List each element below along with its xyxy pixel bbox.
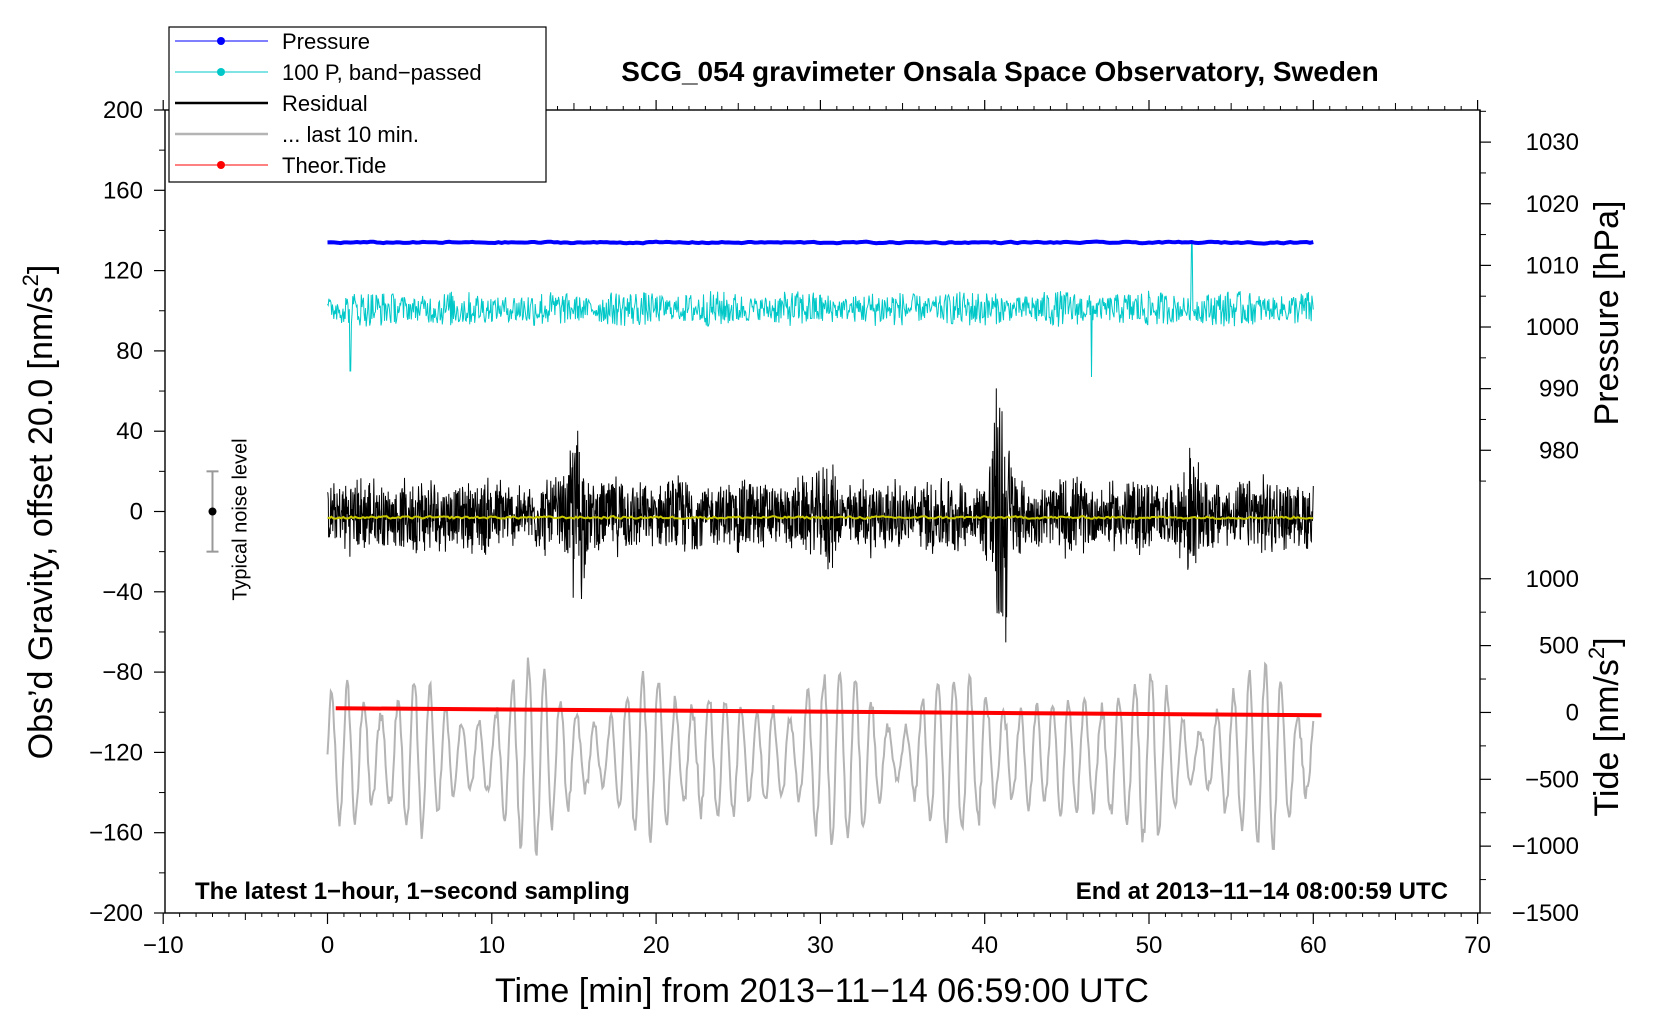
y-axis-label-left-main: Obs’d Gravity, offset 20.0 [nm/s [22,286,60,759]
x-tick-label: 50 [1136,932,1163,959]
noise-level-bar [206,470,219,553]
series-band-passed-line [327,242,1314,378]
y-tick-label: 160 [103,177,143,204]
noise-bar-dot [208,507,217,516]
pressure-tick-label: 1000 [1526,314,1579,341]
y-tick-label: 80 [116,338,143,365]
pressure-tick-label: 990 [1539,376,1579,403]
legend-label-0: Pressure [282,29,370,54]
y-axis-label-tide-sup: 2 [1584,647,1609,659]
pressure-axis-ticks: 1030 1020 1010 1000 990 980 [1479,110,1579,482]
legend: Pressure 100 P, band−passed Residual ... la… [168,26,547,183]
tide-tick-label: −1000 [1512,833,1579,860]
x-tick-label: 60 [1300,932,1327,959]
chart-title: SCG_054 gravimeter Onsala Space Observat… [621,56,1378,87]
y-tick-label: 0 [130,499,143,526]
legend-label-1: 100 P, band−passed [282,60,482,85]
x-axis-label: Time [min] from 2013−11−14 06:59:00 UTC [495,972,1149,1010]
y-axis-label-pressure: Pressure [hPa] [1588,201,1626,426]
pressure-tick-label: 980 [1539,437,1579,464]
legend-marker-1 [217,68,225,76]
series-last-10-min-line [326,657,1315,856]
legend-label-2: Residual [282,91,368,116]
tide-tick-label: 500 [1539,633,1579,660]
tide-tick-label: 1000 [1526,566,1579,593]
tide-tick-label: −500 [1525,766,1579,793]
y-axis-label-tide-main: Tide [nm/s [1588,659,1626,816]
legend-box [168,26,547,183]
tide-tick-label: 0 [1566,699,1579,726]
series-pressure-line [327,239,1314,246]
pressure-tick-label: 1020 [1526,191,1579,218]
x-tick-label: 0 [321,932,334,959]
legend-label-3: ... last 10 min. [282,122,419,147]
y-tick-label: 40 [116,418,143,445]
x-tick-label: 30 [807,932,834,959]
y-axis-label-tide: Tide [nm/s2] [1584,637,1626,816]
noise-level-label: Typical noise level [229,438,251,600]
y-axis-label-left: Obs’d Gravity, offset 20.0 [nm/s2] [18,265,60,760]
pressure-tick-label: 1030 [1526,129,1579,156]
pressure-tick-label: 1010 [1526,252,1579,279]
legend-marker-0 [217,37,225,45]
x-tick-label: −10 [143,932,184,959]
y-tick-label: 200 [103,97,143,124]
x-tick-label: 20 [643,932,670,959]
annotation-bottom-right: End at 2013−11−14 08:00:59 UTC [1076,878,1448,905]
y-tick-label: −120 [89,739,143,766]
y-tick-label: −40 [102,579,143,606]
annotation-bottom-left: The latest 1−hour, 1−second sampling [195,878,630,905]
y-axis-ticks: 200 160 120 80 40 0 −40 −80 −120 −160 −200 [89,97,165,927]
series-theor-tide-line [335,706,1322,718]
y-axis-label-left-sup: 2 [18,274,43,286]
series-layer [326,239,1322,856]
y-tick-label: −80 [102,659,143,686]
y-tick-label: −160 [89,820,143,847]
tide-tick-label: −1500 [1512,900,1579,927]
x-tick-label: 10 [478,932,505,959]
y-axis-label-left-tail: ] [22,265,60,274]
tide-axis-ticks: 1000 500 0 −500 −1000 −1500 [1480,566,1579,927]
series-residual-line [327,388,1314,643]
x-axis-ticks: −10 0 10 20 30 40 50 60 70 [143,100,1491,959]
series-residual-smoothed-line [327,515,1314,520]
legend-marker-4 [217,161,225,169]
legend-label-4: Theor.Tide [282,153,386,178]
x-tick-label: 70 [1464,932,1491,959]
y-tick-label: −200 [89,900,143,927]
y-tick-label: 120 [103,258,143,285]
y-axis-label-tide-tail: ] [1588,637,1626,646]
x-tick-label: 40 [971,932,998,959]
